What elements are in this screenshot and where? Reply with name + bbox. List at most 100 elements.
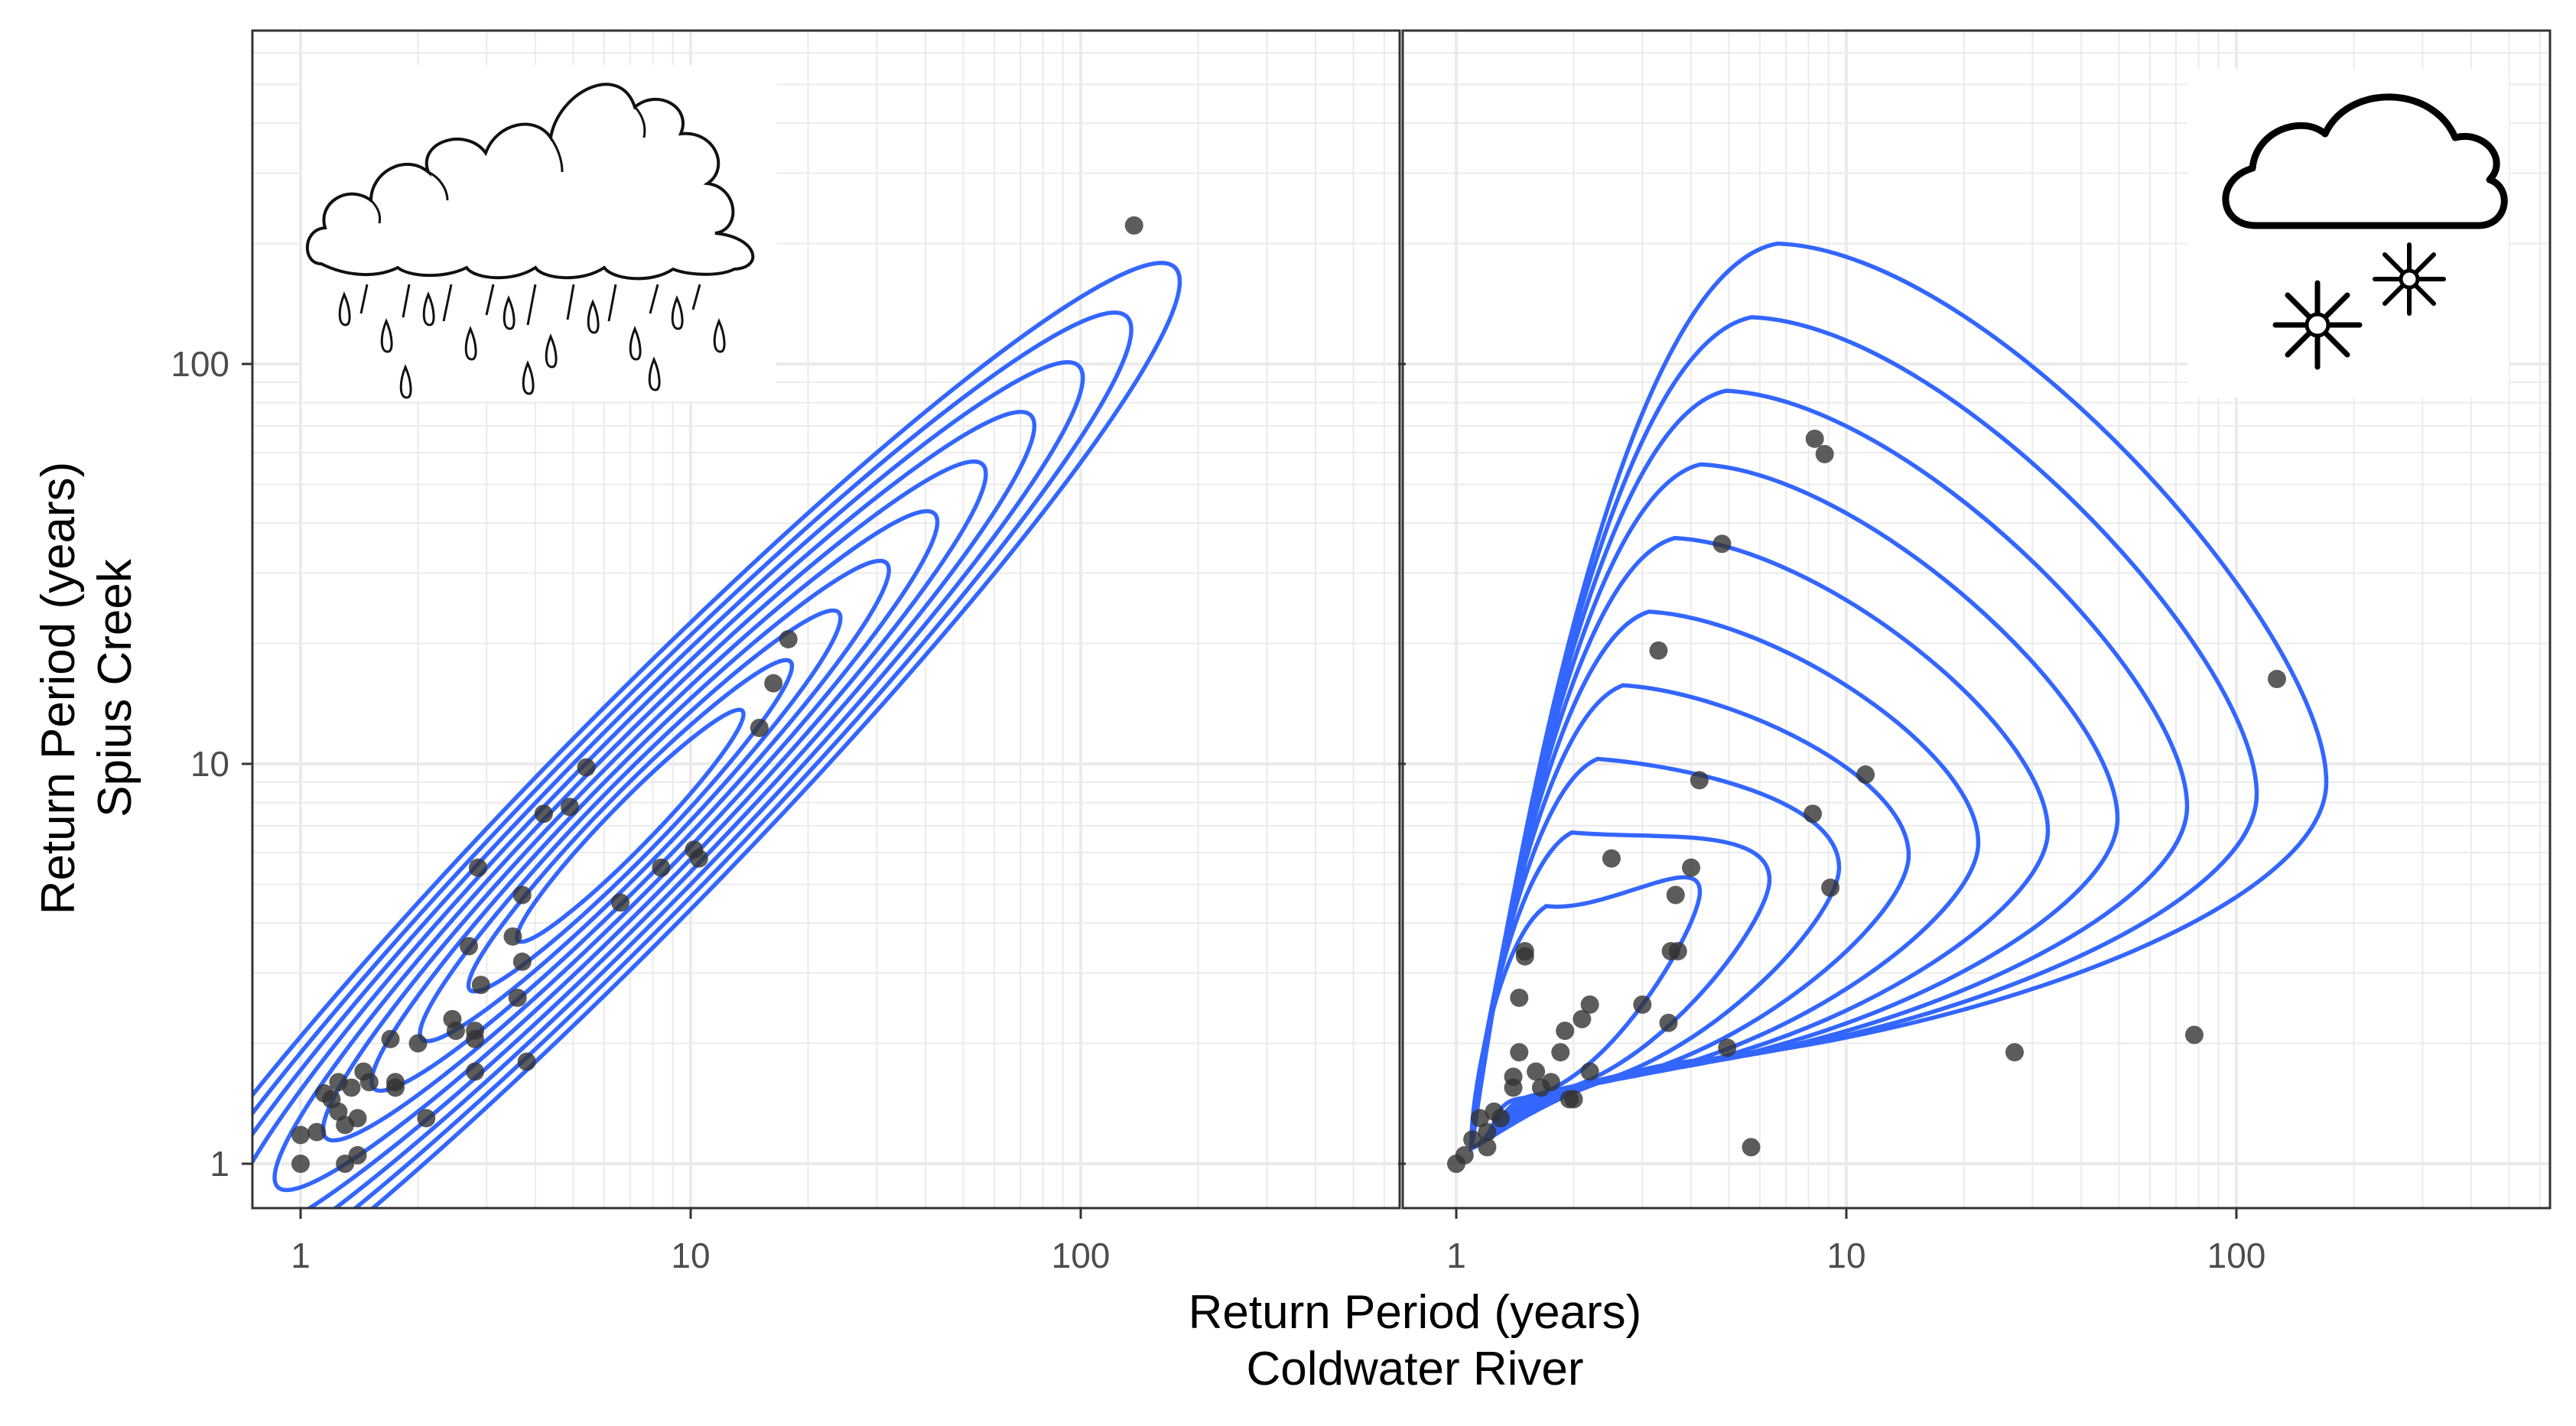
data-point — [689, 849, 708, 868]
x-tick-label: 1 — [1446, 1236, 1466, 1275]
data-point — [561, 797, 579, 817]
data-point — [307, 1122, 327, 1142]
data-point — [503, 927, 522, 946]
panel-border — [1401, 29, 2552, 1210]
contour-line — [252, 409, 1037, 1208]
data-point — [1742, 1138, 1761, 1157]
y-tick-label: 100 — [171, 344, 229, 384]
data-point — [534, 804, 553, 823]
contour-lines — [1469, 241, 2329, 1152]
data-point — [1491, 1109, 1511, 1128]
data-point — [577, 758, 596, 777]
data-point — [517, 1052, 536, 1071]
data-point — [471, 976, 490, 995]
data-point — [1470, 1109, 1489, 1128]
data-point — [1564, 1090, 1583, 1109]
x-axis-title-line1: Return Period (years) — [1188, 1286, 1642, 1339]
x-axis-title: Return Period (years) Coldwater River — [994, 1285, 1836, 1398]
data-point — [1515, 942, 1534, 961]
x-tick-label: 10 — [1826, 1236, 1865, 1275]
data-point — [1455, 1145, 1474, 1165]
contour-line — [272, 459, 988, 1193]
data-point — [466, 1029, 485, 1048]
data-point — [652, 858, 671, 877]
data-point — [1510, 988, 1529, 1007]
data-point — [2005, 1043, 2024, 1062]
data-point — [1805, 429, 1824, 448]
data-point — [2184, 1025, 2204, 1044]
x-tick-label: 100 — [1052, 1236, 1111, 1275]
data-point — [1821, 879, 1840, 898]
data-point — [446, 1022, 465, 1041]
data-point — [459, 937, 478, 956]
data-point — [1668, 942, 1687, 961]
data-point — [291, 1126, 310, 1145]
data-point — [1527, 1062, 1546, 1081]
panel-border — [251, 29, 1401, 1210]
data-point — [1504, 1078, 1523, 1097]
x-axis-right: 1 10 100 — [1446, 1208, 2265, 1275]
data-point — [1815, 444, 1834, 463]
data-point — [1682, 858, 1701, 877]
data-point — [468, 858, 487, 877]
data-point — [417, 1109, 436, 1128]
data-point — [1478, 1122, 1497, 1142]
data-point — [1649, 641, 1668, 660]
rain-cloud-icon — [302, 65, 776, 401]
contour-line — [252, 310, 1134, 1208]
data-point — [1718, 1038, 1737, 1057]
x-tick-label: 100 — [2207, 1236, 2266, 1275]
data-point — [1659, 1013, 1678, 1032]
data-point — [466, 1062, 485, 1081]
data-point — [1551, 1043, 1570, 1062]
data-point — [1556, 1022, 1575, 1041]
data-point — [1856, 765, 1875, 784]
data-point — [1573, 1009, 1592, 1028]
data-point — [1666, 885, 1685, 905]
data-point — [512, 952, 532, 971]
data-point — [764, 674, 783, 693]
data-point — [1510, 1043, 1529, 1062]
data-point — [385, 1078, 405, 1097]
x-axis-left: 1 10 100 — [291, 1208, 1110, 1275]
y-axis-title-line2: Spius Creek — [89, 559, 141, 817]
data-point — [1541, 1073, 1560, 1092]
contour-line — [252, 261, 1182, 1208]
y-axis-title-line1: Return Period (years) — [32, 461, 85, 915]
y-tick-label: 1 — [210, 1144, 229, 1184]
x-tick-label: 1 — [291, 1236, 311, 1275]
data-point — [2267, 670, 2286, 689]
data-point — [1633, 995, 1652, 1014]
data-point — [1602, 849, 1621, 868]
data-point — [381, 1029, 400, 1048]
data-point — [779, 629, 798, 648]
contour-line — [466, 658, 795, 994]
data-point — [408, 1034, 428, 1053]
snow-cloud-icon — [2187, 69, 2509, 398]
data-point — [359, 1073, 379, 1092]
data-point — [1690, 771, 1709, 790]
data-point — [610, 893, 629, 912]
snow-panel — [1401, 29, 2552, 1210]
data-point — [348, 1109, 367, 1128]
data-point — [1463, 1130, 1482, 1149]
rain-panel — [251, 29, 1401, 1210]
data-point — [1478, 1138, 1497, 1157]
y-tick-label: 10 — [190, 744, 229, 784]
data-point — [291, 1155, 310, 1173]
y-axis-title: Return Period (years) Spius Creek — [31, 344, 184, 1032]
data-points — [1447, 429, 2286, 1173]
y-axis: 100 10 1 — [171, 344, 1406, 1184]
data-point — [1804, 804, 1823, 823]
contour-line — [252, 359, 1085, 1208]
x-axis-title-line2: Coldwater River — [1246, 1343, 1584, 1395]
data-point — [342, 1078, 361, 1097]
contour-line — [1469, 241, 2329, 1152]
data-point — [1124, 216, 1143, 235]
data-point — [1712, 534, 1732, 554]
x-tick-label: 10 — [671, 1236, 710, 1275]
data-point — [1580, 1062, 1599, 1081]
data-point — [348, 1145, 367, 1165]
data-point — [750, 718, 769, 737]
